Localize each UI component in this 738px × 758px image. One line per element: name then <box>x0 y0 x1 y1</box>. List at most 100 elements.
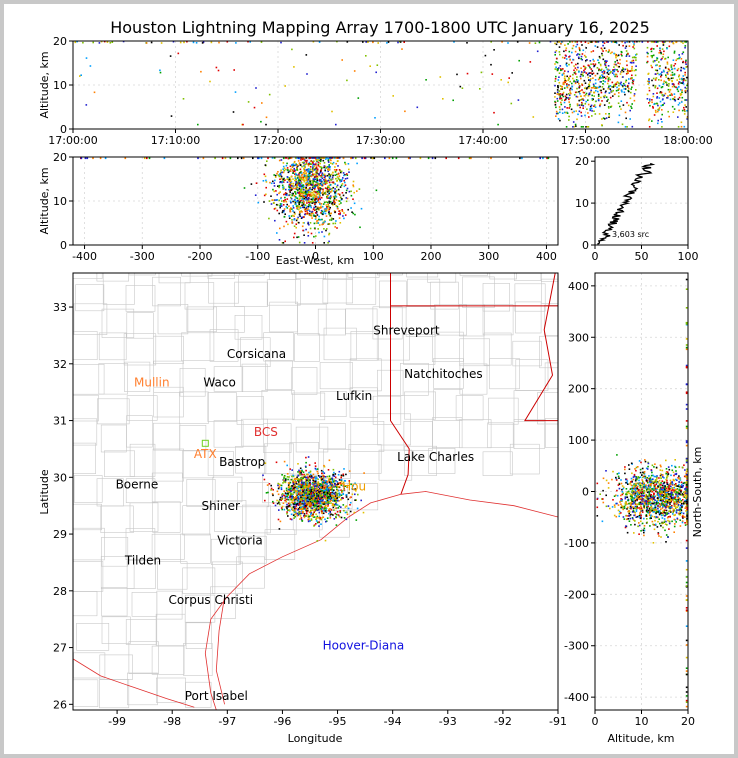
county-outline <box>73 303 108 335</box>
ew-altitude-point <box>312 167 315 170</box>
time-altitude-point <box>594 86 597 88</box>
time-altitude-point <box>685 41 687 43</box>
ew-altitude-point <box>290 183 293 185</box>
time-altitude-point <box>648 89 651 92</box>
time-altitude-point <box>641 41 644 43</box>
ew-altitude-point <box>331 171 334 174</box>
ew-altitude-point <box>299 205 301 208</box>
time-altitude-point <box>555 57 558 60</box>
county-outline <box>181 273 213 277</box>
time-altitude-point <box>580 58 582 60</box>
ew-altitude-point <box>290 180 292 183</box>
ew-altitude-point <box>330 196 332 199</box>
time-altitude-point <box>583 54 586 57</box>
time-altitude-point <box>683 68 686 70</box>
plan-view-point <box>288 504 290 507</box>
plan-view-point <box>354 482 356 485</box>
ew-altitude-point <box>307 164 310 167</box>
time-altitude-point <box>597 93 600 96</box>
plan-view-point <box>272 502 275 504</box>
ew-altitude-point <box>257 157 259 160</box>
time-altitude-point <box>660 51 662 54</box>
county-outline <box>263 332 294 362</box>
time-altitude-point <box>661 41 664 43</box>
ew-altitude-point <box>297 174 300 176</box>
plan-view-point <box>301 507 304 509</box>
ew-altitude-point <box>295 181 297 183</box>
ew-altitude-point <box>319 171 322 174</box>
ew-altitude-xlabel: East-West, km <box>276 254 354 267</box>
plan-view-point <box>340 494 343 496</box>
ew-altitude-point <box>229 157 232 160</box>
ew-altitude-point <box>304 166 306 168</box>
time-altitude-point <box>233 69 235 71</box>
time-altitude-point <box>588 85 591 87</box>
ew-altitude-point <box>303 173 306 175</box>
plan-view-point <box>301 503 304 505</box>
plan-view-point <box>313 486 315 489</box>
ew-altitude-point <box>299 164 302 166</box>
ew-altitude-point <box>352 180 355 183</box>
ew-altitude-point <box>322 213 324 216</box>
altitude-ns-point <box>634 500 637 502</box>
ew-altitude-point <box>308 187 311 189</box>
ew-altitude-point <box>312 173 314 175</box>
altitude-ns-point <box>667 486 669 488</box>
time-altitude-point <box>561 108 564 111</box>
time-altitude-point <box>648 78 650 80</box>
plan-view-point <box>309 486 312 488</box>
ew-altitude-point <box>313 193 316 196</box>
ew-altitude-point <box>308 174 311 177</box>
plan-view-point <box>310 493 312 495</box>
ew-altitude-point <box>311 211 313 213</box>
time-altitude-point <box>150 41 153 44</box>
plan-view-point <box>348 492 350 494</box>
time-altitude-point <box>480 71 483 74</box>
ew-altitude-point <box>292 210 294 212</box>
time-altitude-xtick-label: 17:20:00 <box>253 134 302 147</box>
plan-view-point <box>291 469 293 471</box>
time-altitude-point <box>662 42 665 45</box>
time-altitude-point <box>556 91 559 93</box>
plan-view-point <box>306 494 309 497</box>
plan-view-point <box>316 477 318 479</box>
plan-view-point <box>323 481 325 484</box>
time-altitude-point <box>560 68 562 70</box>
time-altitude-point <box>617 102 620 104</box>
ew-altitude-point <box>330 173 333 176</box>
plan-view-point <box>332 484 335 487</box>
plan-view-point <box>341 497 343 499</box>
time-altitude-point <box>611 86 613 88</box>
plan-view-point <box>337 485 340 488</box>
time-altitude-point <box>576 104 579 107</box>
plan-view-point <box>331 489 333 491</box>
plan-view-point <box>277 484 279 487</box>
time-altitude-point <box>606 72 609 74</box>
time-altitude-point <box>649 100 651 103</box>
altitude-ns-point <box>651 480 653 482</box>
county-outline <box>515 359 549 391</box>
plan-view-point <box>333 493 336 495</box>
ew-altitude-point <box>323 201 326 204</box>
ew-altitude-point <box>316 182 319 184</box>
plan-view-point <box>318 498 321 501</box>
plan-view-point <box>316 468 319 470</box>
plan-view-point <box>322 516 325 518</box>
ew-altitude-point <box>285 193 287 196</box>
county-outline <box>514 283 546 312</box>
ew-altitude-point <box>327 157 329 160</box>
ew-altitude-point <box>322 221 325 224</box>
ew-altitude-point <box>243 187 246 189</box>
plan-view-point <box>322 488 325 490</box>
time-altitude-point <box>652 107 654 109</box>
plan-view-point <box>294 486 296 489</box>
ew-altitude-point <box>224 157 227 160</box>
ew-altitude-point <box>340 184 343 187</box>
time-altitude-point <box>579 49 581 52</box>
ew-altitude-point <box>313 222 316 225</box>
lma-figure: Houston Lightning Mapping Array 1700-180… <box>38 18 713 745</box>
plan-view-point <box>315 497 317 500</box>
ew-altitude-point <box>305 198 307 201</box>
plan-view-point <box>303 500 306 503</box>
ew-altitude-point <box>335 220 337 222</box>
